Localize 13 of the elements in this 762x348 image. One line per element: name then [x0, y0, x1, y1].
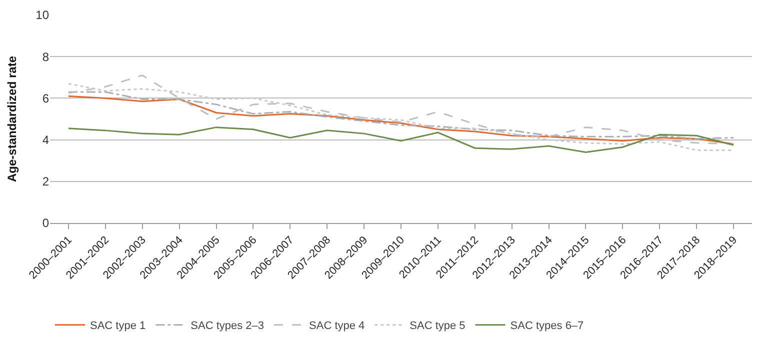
legend-label: SAC types 6–7: [510, 320, 584, 332]
y-tick-label: 10: [36, 8, 50, 22]
legend-label: SAC types 2–3: [190, 320, 264, 332]
legend-label: SAC type 5: [410, 320, 466, 332]
y-tick-label: 6: [42, 91, 50, 106]
line-series: [68, 126, 734, 154]
legend-label: SAC type 4: [309, 320, 365, 332]
legend-label: SAC type 1: [90, 320, 146, 332]
y-tick-label: 2: [42, 174, 50, 189]
y-tick-label: 4: [42, 133, 50, 147]
y-tick-label: 8: [42, 50, 50, 64]
y-tick-label: 0: [42, 216, 50, 230]
y-axis-title: Age-standardized rate: [5, 56, 19, 182]
